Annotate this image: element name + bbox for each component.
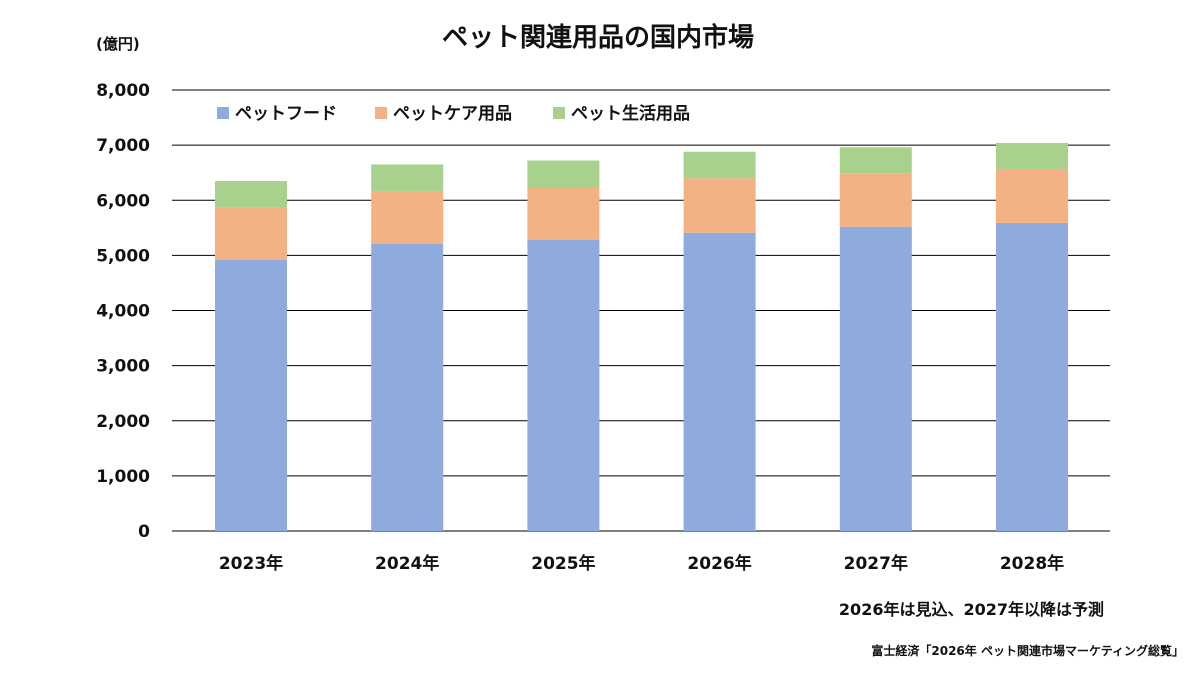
bar-segment xyxy=(839,226,912,531)
x-tick-label: 2024年 xyxy=(375,553,439,574)
legend-item: ペットフード xyxy=(217,104,337,124)
bar-segment xyxy=(215,259,287,531)
bars xyxy=(215,142,1068,531)
legend: ペットフード ペットケア用品 ペット生活用品 xyxy=(217,103,690,124)
bar-stack xyxy=(996,142,1068,531)
bar-stack xyxy=(527,160,600,531)
chart-title: ペット関連用品の国内市場 xyxy=(442,22,754,53)
bar-segment xyxy=(371,190,444,244)
y-tick-label: 1,000 xyxy=(96,467,150,487)
bar-stack xyxy=(215,180,287,531)
bar-segment xyxy=(527,187,600,240)
y-tick-label: 0 xyxy=(138,522,150,542)
bar-segment xyxy=(996,169,1068,223)
gridlines xyxy=(172,89,1110,532)
bar-segment xyxy=(371,164,444,191)
legend-swatch xyxy=(553,107,565,119)
bar-segment xyxy=(996,222,1068,531)
legend-label: ペットフード xyxy=(235,104,337,124)
y-tick-label: 3,000 xyxy=(96,357,150,377)
bar-segment xyxy=(527,160,600,188)
x-tick-label: 2025年 xyxy=(531,553,595,574)
bar-segment xyxy=(839,173,912,227)
y-tick-label: 2,000 xyxy=(96,412,150,432)
x-tick-label: 2028年 xyxy=(1000,553,1064,574)
x-tick-label: 2027年 xyxy=(844,553,908,574)
x-tick-label: 2023年 xyxy=(219,553,283,574)
bar-segment xyxy=(683,232,756,531)
bar-stack xyxy=(683,151,756,531)
bar-segment xyxy=(683,151,756,179)
x-axis-ticks: 2023年 2024年 2025年 2026年 2027年 2028年 xyxy=(219,553,1064,574)
bar-segment xyxy=(683,178,756,233)
bar-segment xyxy=(839,147,912,174)
bar-stack xyxy=(371,164,444,531)
source-note: 富士経済「2026年 ペット関連市場マーケティング総覧」 xyxy=(871,643,1184,658)
y-axis-unit-label: (億円) xyxy=(96,35,140,53)
y-tick-label: 8,000 xyxy=(96,81,150,101)
bar-stack xyxy=(839,147,912,531)
bar-segment xyxy=(996,142,1068,170)
y-axis-ticks: 0 1,000 2,000 3,000 4,000 5,000 6,000 7,000 8,00… xyxy=(96,81,150,542)
x-tick-label: 2026年 xyxy=(687,553,751,574)
y-tick-label: 4,000 xyxy=(96,302,150,322)
forecast-note: 2026年は見込、2027年以降は予測 xyxy=(839,600,1104,619)
y-tick-label: 5,000 xyxy=(96,246,150,266)
legend-label: ペットケア用品 xyxy=(393,104,512,124)
legend-swatch xyxy=(217,107,229,119)
legend-label: ペット生活用品 xyxy=(571,103,690,124)
legend-item: ペット生活用品 xyxy=(553,103,690,124)
y-tick-label: 6,000 xyxy=(96,191,150,211)
bar-segment xyxy=(215,207,287,260)
bar-segment xyxy=(371,243,444,531)
bar-segment xyxy=(527,239,600,531)
legend-item: ペットケア用品 xyxy=(375,104,512,124)
y-tick-label: 7,000 xyxy=(96,136,150,156)
bar-segment xyxy=(215,180,287,208)
legend-swatch xyxy=(375,107,387,119)
